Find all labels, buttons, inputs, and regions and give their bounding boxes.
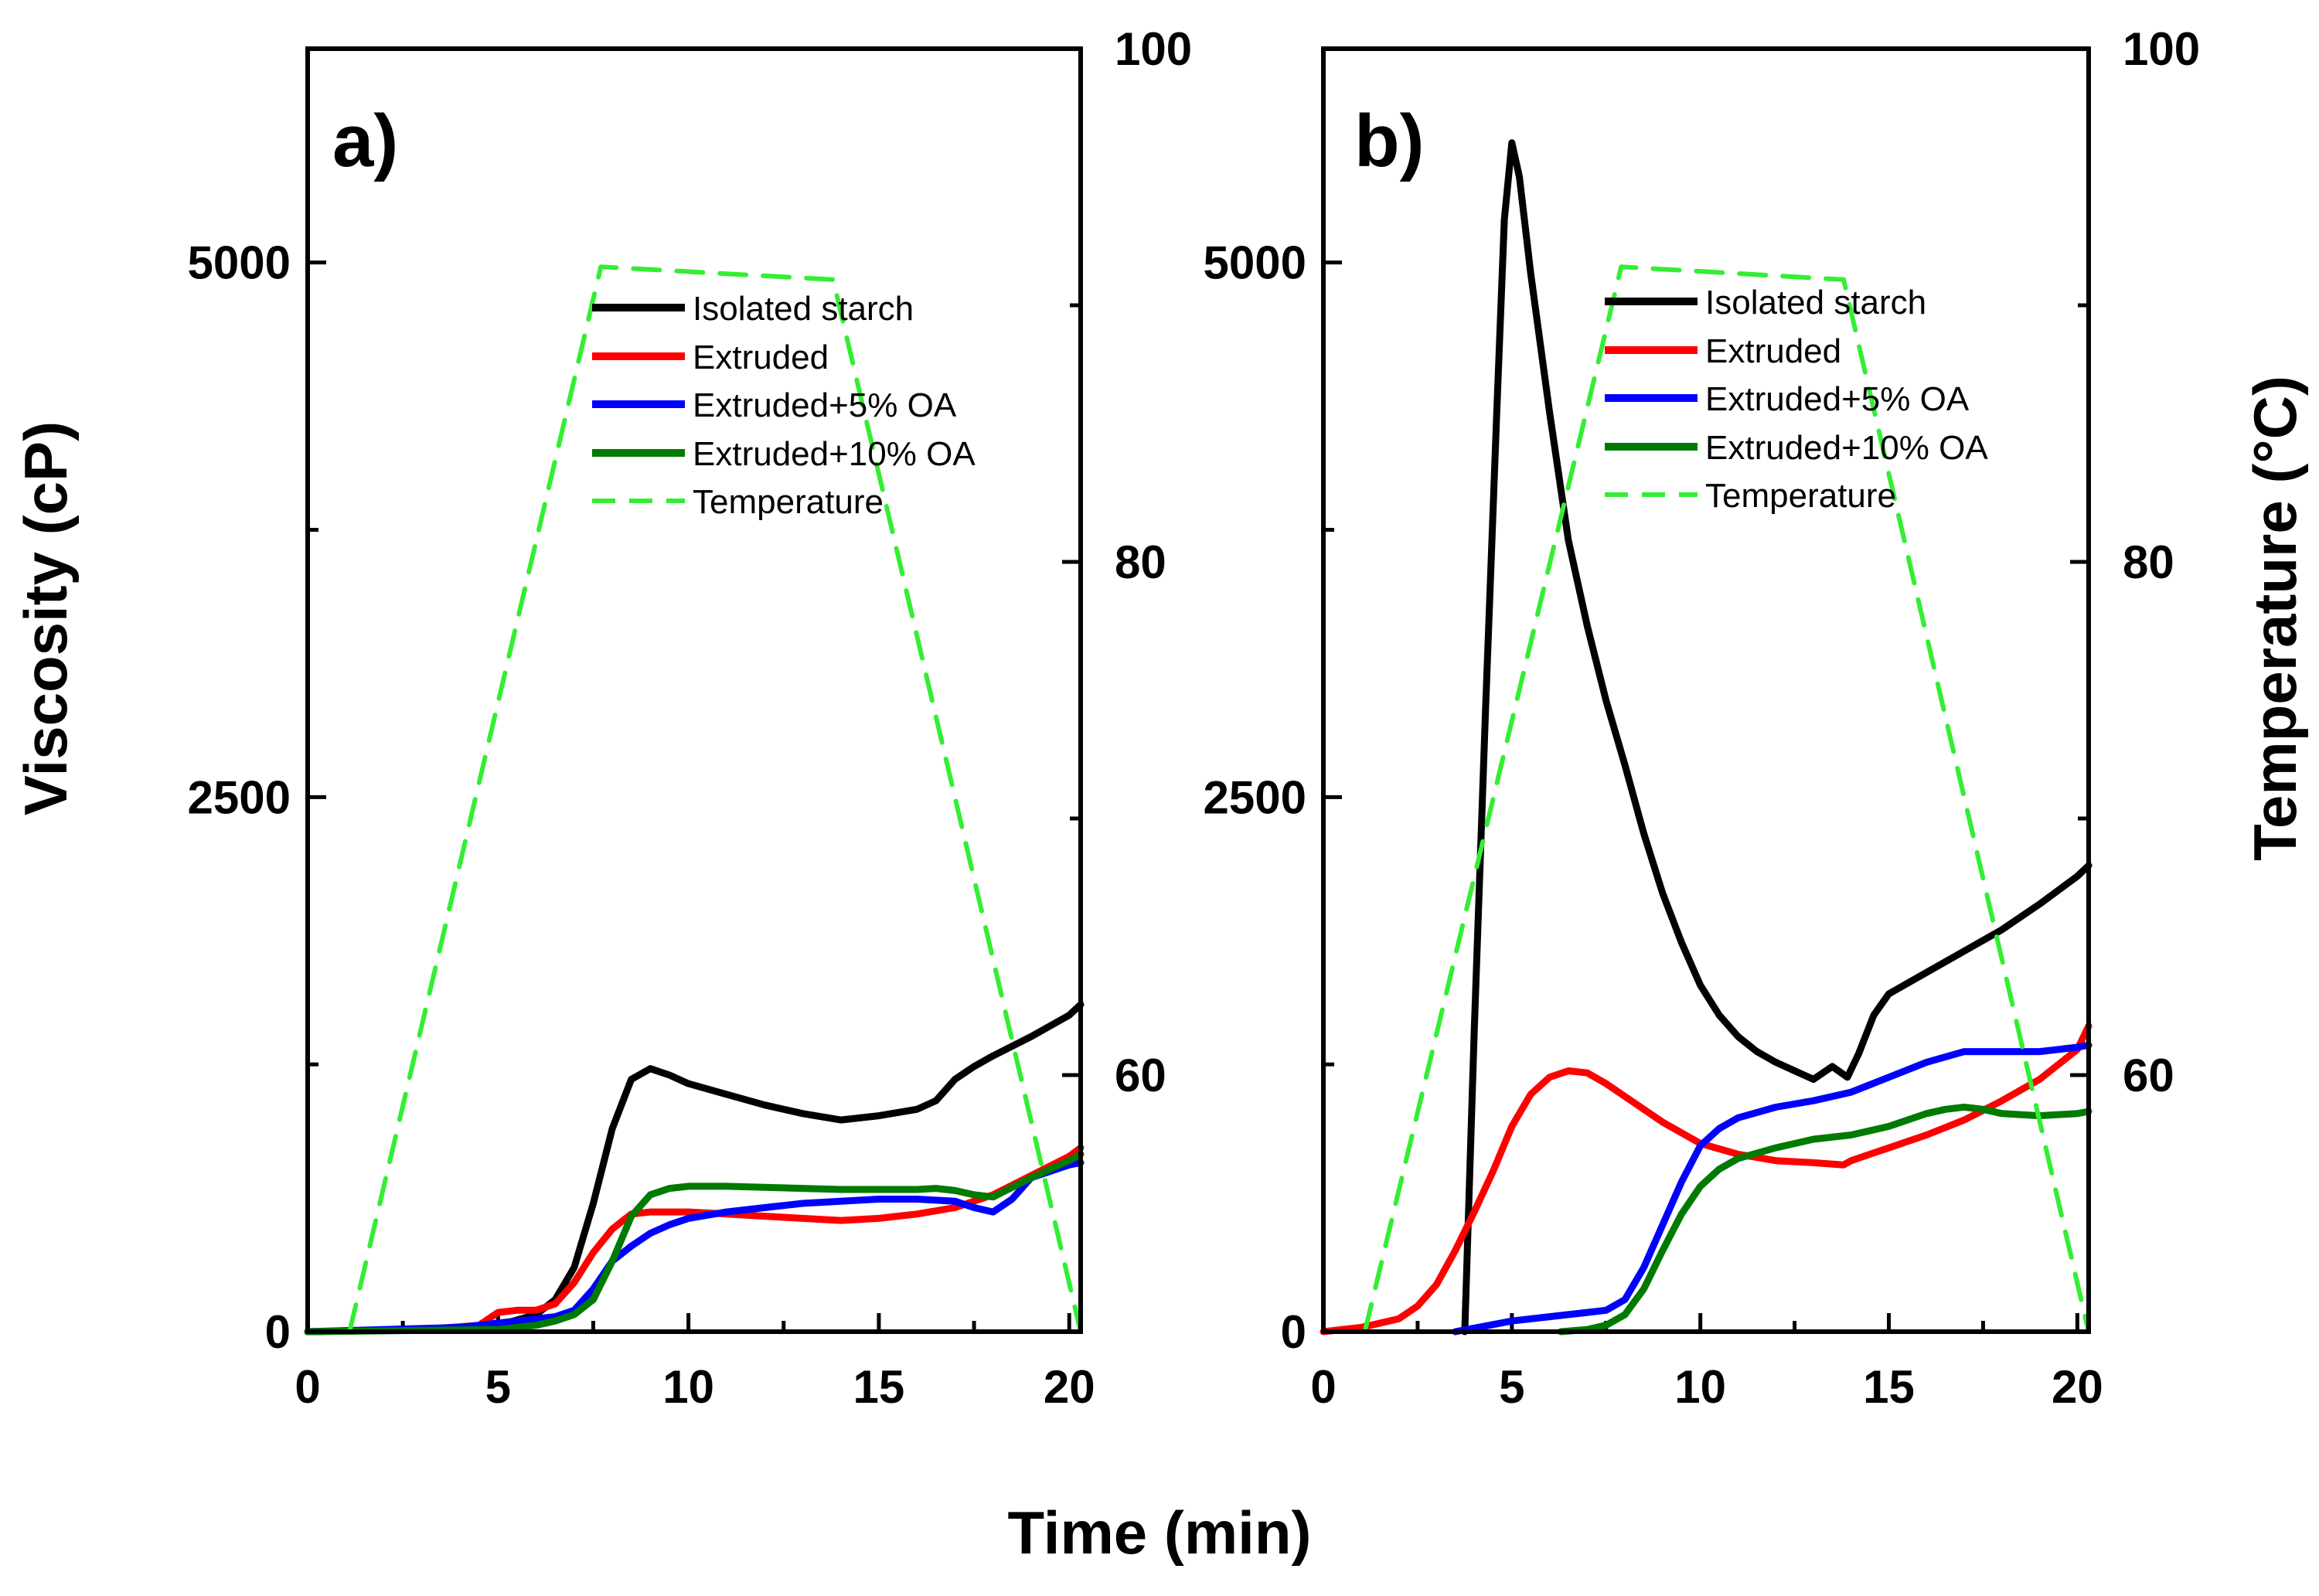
x-tick-label: 15 — [853, 1361, 905, 1413]
y-tick-label: 5000 — [1204, 237, 1306, 289]
legend-isolated-label: Isolated starch — [1705, 284, 1926, 322]
y-tick-label: 2500 — [188, 771, 291, 823]
y-tick-label: 5000 — [188, 237, 291, 289]
x-tick-label: 20 — [2052, 1361, 2103, 1413]
y2-tick-label: 60 — [2123, 1050, 2174, 1101]
panel-a-series — [304, 264, 1085, 1336]
panel-a-label: a) — [332, 100, 398, 182]
series-oa5 — [1452, 1041, 2093, 1336]
panel-a-frame — [305, 46, 1083, 1334]
legend-oa10-label: Extruded+10% OA — [1705, 429, 1988, 467]
series-extruded — [304, 1144, 1085, 1336]
series-extruded — [1320, 1022, 2093, 1336]
x-tick-label: 0 — [1310, 1361, 1336, 1413]
series-isolated — [1461, 139, 2093, 1336]
x-tick-label: 5 — [485, 1361, 511, 1413]
series-oa10 — [1557, 1104, 2093, 1336]
series-isolated — [304, 1001, 1085, 1336]
x-tick-label: 10 — [662, 1361, 714, 1413]
legend-temperature-label: Temperature — [693, 483, 884, 521]
x-tick-label: 5 — [1499, 1361, 1524, 1413]
x-tick-label: 10 — [1674, 1361, 1726, 1413]
y2-axis-title: Temperature (°C) — [2241, 376, 2309, 861]
panel-b-series — [1320, 139, 2093, 1336]
y-tick-label: 2500 — [1204, 771, 1306, 823]
y2-tick-label: 80 — [1115, 536, 1166, 588]
series-temperature — [305, 264, 1083, 1334]
panel-b-ticks: 0 5 10 15 20 0 2500 5000 60 80 100 — [1204, 23, 2201, 1413]
x-tick-label: 20 — [1044, 1361, 1095, 1413]
panel-b: b) 0 5 10 15 20 0 2500 5000 60 80 100 Isolated sta… — [1204, 23, 2201, 1413]
legend-oa10-label: Extruded+10% OA — [693, 435, 976, 473]
series-oa10 — [304, 1150, 1085, 1336]
panel-a: a) 0 5 10 15 20 0 2500 5000 60 80 100 Isolated sta… — [188, 23, 1193, 1413]
y2-tick-label: 60 — [1115, 1050, 1166, 1101]
series-oa5 — [304, 1159, 1085, 1336]
panel-a-legend: Isolated starch Extruded Extruded+5% OA … — [592, 290, 976, 521]
y2-tick-label: 80 — [2123, 536, 2174, 588]
y2-tick-label: 100 — [1115, 23, 1192, 75]
y-axis-title: Viscosity (cP) — [12, 421, 80, 815]
legend-extruded-label: Extruded — [693, 339, 829, 376]
x-axis-title: Time (min) — [1008, 1499, 1312, 1567]
legend-temperature-label: Temperature — [1705, 477, 1896, 515]
y-tick-label: 0 — [1281, 1306, 1306, 1358]
panel-b-legend: Isolated starch Extruded Extruded+5% OA … — [1605, 284, 1988, 515]
panel-b-frame — [1321, 46, 2091, 1334]
series-temperature — [1321, 264, 2091, 1334]
legend-isolated-label: Isolated starch — [693, 290, 914, 328]
y-tick-label: 0 — [265, 1306, 291, 1358]
x-tick-label: 0 — [295, 1361, 320, 1413]
legend-oa5-label: Extruded+5% OA — [693, 386, 957, 424]
legend-oa5-label: Extruded+5% OA — [1705, 380, 1970, 418]
panel-a-ticks: 0 5 10 15 20 0 2500 5000 60 80 100 — [188, 23, 1193, 1413]
y2-tick-label: 100 — [2123, 23, 2200, 75]
legend-extruded-label: Extruded — [1705, 332, 1841, 370]
panel-b-label: b) — [1354, 100, 1425, 182]
x-tick-label: 15 — [1863, 1361, 1915, 1413]
